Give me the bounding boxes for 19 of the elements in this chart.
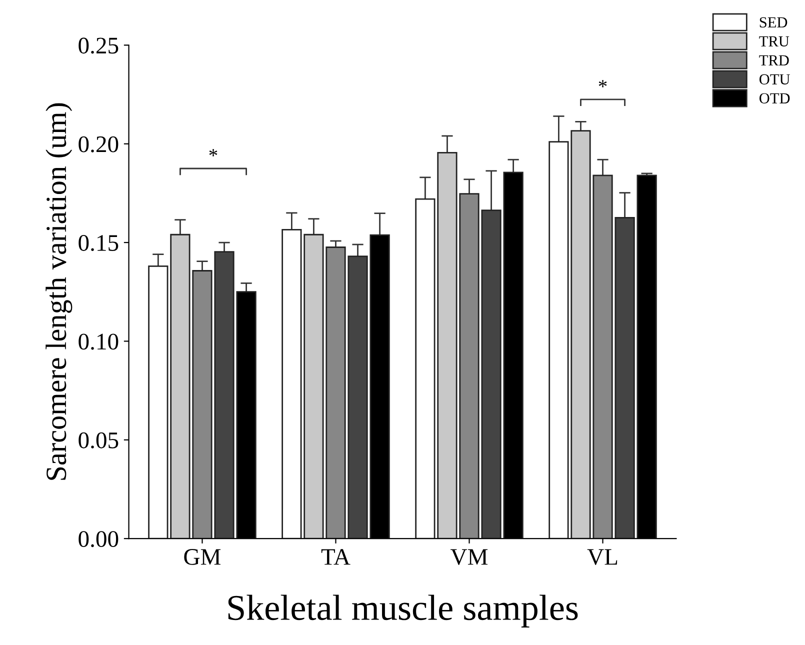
x-tick-label: VM [450,549,488,566]
y-tick-label: 0.05 [78,432,118,448]
y-tick-label: 0.00 [78,531,118,548]
x-tick-label: GM [184,549,221,565]
y-tick-label: 0.10 [78,334,118,350]
legend-label: TRD [759,55,789,66]
legend-label: OTU [760,74,790,84]
x-tick-label: VL [587,549,618,566]
x-tick-label: TA [321,549,350,565]
legend-label: SED [760,17,788,28]
legend-label: TRU [759,36,790,47]
y-tick-label: 0.15 [78,235,118,252]
x-axis-title: Skeletal muscle samples [228,594,578,628]
y-tick-label: 0.20 [78,136,118,152]
y-axis-title: Sarcomere length variation (um) [46,103,72,480]
annotation: * [598,80,607,88]
annotation: * [209,149,218,156]
legend-label: OTD [760,93,790,104]
y-tick-label: 0.25 [78,38,118,54]
